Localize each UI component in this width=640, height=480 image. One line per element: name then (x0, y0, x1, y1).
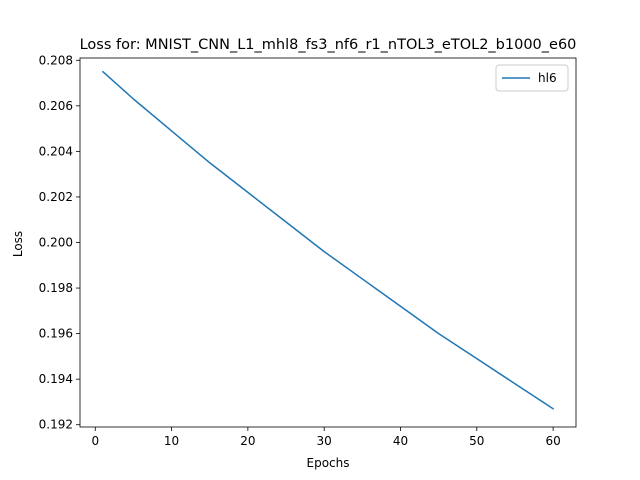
y-tick-label: 0.198 (39, 281, 73, 295)
series-layer (102, 70, 554, 410)
y-tick-label: 0.204 (39, 144, 73, 158)
x-tick-label: 20 (240, 434, 255, 448)
y-tick-label: 0.200 (39, 236, 73, 250)
x-tick-label: 40 (393, 434, 408, 448)
y-tick-label: 0.196 (39, 327, 73, 341)
series-line-hl6 (102, 70, 554, 410)
y-tick-label: 0.202 (39, 190, 73, 204)
x-tick-label: 0 (91, 434, 99, 448)
x-tick-label: 30 (317, 434, 332, 448)
y-tick-label: 0.194 (39, 372, 73, 386)
x-axis-label: Epochs (307, 456, 350, 470)
x-tick-label: 10 (164, 434, 179, 448)
y-tick-label: 0.206 (39, 99, 73, 113)
legend-label: hl6 (538, 71, 557, 85)
y-tick-label: 0.192 (39, 418, 73, 432)
x-tick-label: 60 (545, 434, 560, 448)
axes: 0 10 20 30 40 50 60 0.192 0.194 0.196 0.198 0.200 0.… (39, 53, 577, 448)
legend-box (495, 64, 569, 92)
chart-title: Loss for: MNIST_CNN_L1_mhl8_fs3_nf6_r1_n… (80, 37, 577, 53)
legend: hl6 (495, 64, 569, 92)
x-tick-label: 50 (469, 434, 484, 448)
y-axis-label: Loss (11, 231, 25, 257)
y-tick-label: 0.208 (39, 53, 73, 67)
